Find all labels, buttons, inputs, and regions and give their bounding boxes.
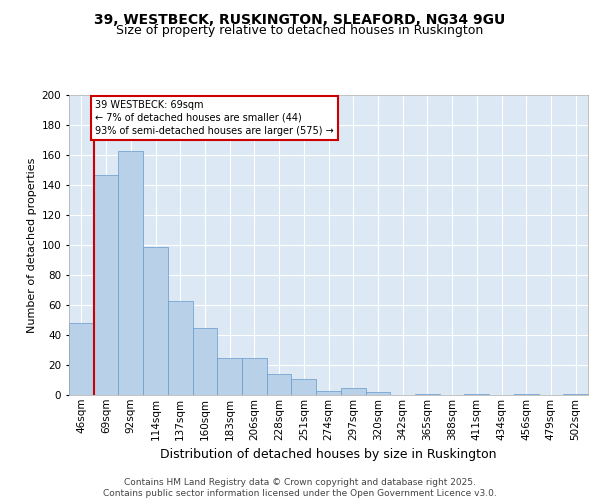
Bar <box>267 374 292 395</box>
Text: 39, WESTBECK, RUSKINGTON, SLEAFORD, NG34 9GU: 39, WESTBECK, RUSKINGTON, SLEAFORD, NG34… <box>94 12 506 26</box>
Bar <box>563 394 588 395</box>
Bar <box>341 388 365 395</box>
Text: Size of property relative to detached houses in Ruskington: Size of property relative to detached ho… <box>116 24 484 37</box>
Text: 39 WESTBECK: 69sqm
← 7% of detached houses are smaller (44)
93% of semi-detached: 39 WESTBECK: 69sqm ← 7% of detached hous… <box>95 100 334 136</box>
Bar <box>217 358 242 395</box>
X-axis label: Distribution of detached houses by size in Ruskington: Distribution of detached houses by size … <box>160 448 497 461</box>
Bar <box>365 392 390 395</box>
Bar <box>415 394 440 395</box>
Bar <box>69 323 94 395</box>
Bar <box>193 328 217 395</box>
Bar <box>292 378 316 395</box>
Bar <box>118 150 143 395</box>
Bar <box>242 358 267 395</box>
Bar <box>316 390 341 395</box>
Bar <box>143 246 168 395</box>
Bar <box>168 300 193 395</box>
Bar <box>94 174 118 395</box>
Text: Contains HM Land Registry data © Crown copyright and database right 2025.
Contai: Contains HM Land Registry data © Crown c… <box>103 478 497 498</box>
Bar <box>514 394 539 395</box>
Bar <box>464 394 489 395</box>
Y-axis label: Number of detached properties: Number of detached properties <box>28 158 37 332</box>
